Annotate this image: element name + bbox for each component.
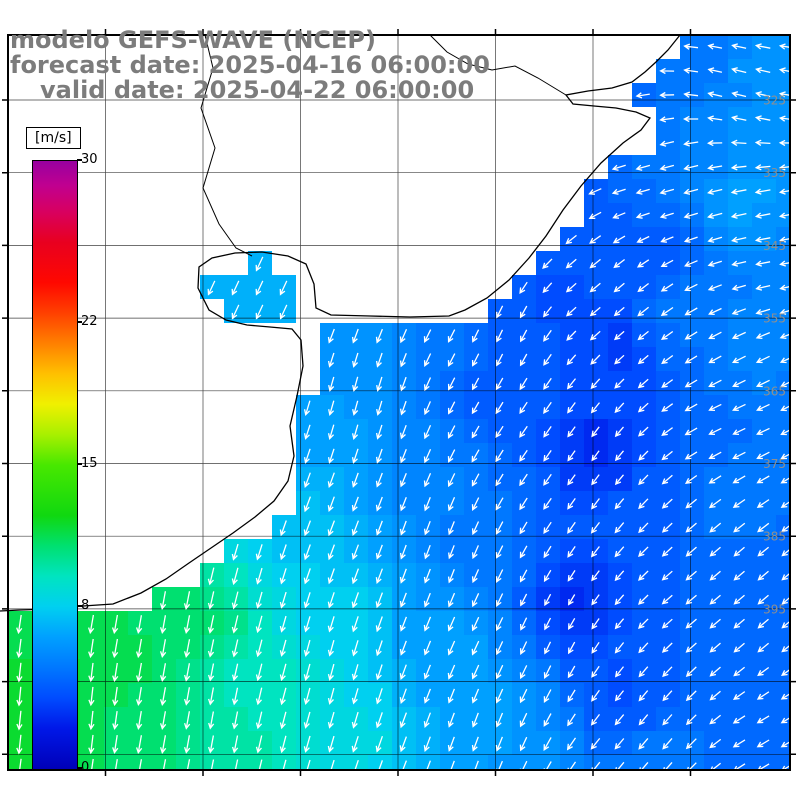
valid-date-line: valid date: 2025-04-22 06:00:00 (40, 76, 475, 104)
wind-arrows (16, 43, 790, 770)
latitude-label: 365 (763, 384, 786, 398)
coastline-path (0, 34, 681, 612)
latitude-label: 335 (763, 166, 786, 180)
axis-ticks (2, 29, 796, 776)
latitude-label: 355 (763, 312, 786, 326)
latitude-label: 375 (763, 457, 786, 471)
model-name-line: modelo GEFS-WAVE (NCEP) (10, 26, 376, 54)
latitude-label: 385 (763, 530, 786, 544)
coastline (0, 34, 681, 612)
river-border-line (200, 34, 253, 257)
latitude-label: 325 (763, 94, 786, 108)
graticule (8, 35, 790, 770)
latitude-labels: 325 335 345 355 365 375 385 395 (763, 94, 786, 617)
forecast-date-line: forecast date: 2025-04-16 06:00:00 (10, 51, 490, 79)
latitude-label: 345 (763, 239, 786, 253)
river-border-line (429, 34, 567, 96)
map-frame (2, 29, 796, 776)
latitude-label: 395 (763, 602, 786, 616)
